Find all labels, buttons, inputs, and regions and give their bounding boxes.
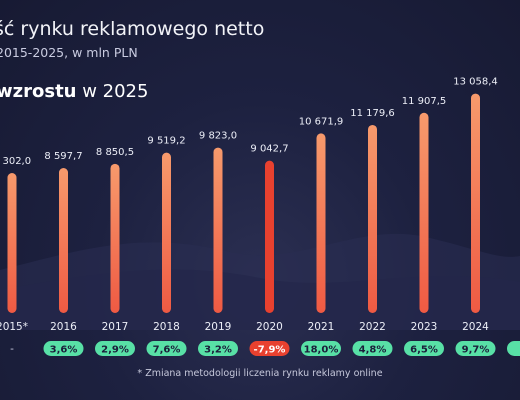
growth-label: - bbox=[10, 343, 14, 355]
growth-badge bbox=[43, 341, 84, 356]
x-tick-label: 2019 bbox=[205, 321, 232, 333]
footnote: * Zmiana metodologii liczenia rynku rekl… bbox=[137, 368, 383, 379]
growth-label: 7,6% bbox=[153, 345, 181, 356]
growth-label: 4,8% bbox=[359, 345, 387, 356]
bar bbox=[7, 173, 17, 313]
bar bbox=[59, 168, 68, 313]
x-tick-label: 2020 bbox=[256, 321, 283, 333]
growth-label: 9,7% bbox=[462, 345, 490, 356]
headline-rest: w 2025 bbox=[76, 81, 149, 102]
growth-label: 2,9% bbox=[101, 345, 129, 356]
growth-badge bbox=[507, 341, 520, 356]
x-tick-label: 2017 bbox=[102, 321, 129, 333]
value-label: 9 042,7 bbox=[250, 144, 288, 155]
x-tick-label: 2024 bbox=[462, 321, 489, 333]
growth-badge bbox=[95, 341, 135, 356]
growth-badge bbox=[352, 341, 393, 356]
value-label: 10 671,9 bbox=[299, 116, 344, 127]
chart-title: ść rynku reklamowego netto bbox=[0, 18, 265, 40]
bar bbox=[265, 160, 274, 313]
x-tick-label: 2023 bbox=[411, 321, 438, 333]
value-label: 8 597,7 bbox=[44, 151, 82, 162]
bar bbox=[110, 163, 120, 313]
value-label: 8 850,5 bbox=[96, 147, 134, 158]
growth-badge bbox=[198, 341, 238, 356]
growth-badge bbox=[301, 341, 341, 356]
growth-badge bbox=[249, 341, 290, 356]
value-label: 13 058,4 bbox=[453, 77, 498, 88]
bar bbox=[471, 93, 480, 314]
x-tick-label: 2021 bbox=[308, 321, 335, 333]
growth-label: 18,0% bbox=[304, 345, 339, 356]
bar bbox=[316, 133, 326, 313]
bar bbox=[162, 152, 171, 313]
x-tick-label: 2022 bbox=[359, 321, 386, 333]
growth-badge bbox=[455, 341, 496, 356]
bar bbox=[419, 112, 429, 313]
growth-badge bbox=[146, 341, 187, 356]
growth-label: 6,5% bbox=[410, 345, 438, 356]
growth-label: 3,2% bbox=[204, 345, 232, 356]
headline-bold: wzrostu bbox=[0, 81, 77, 102]
bar bbox=[213, 147, 223, 313]
x-tick-label: 2015* bbox=[0, 321, 28, 333]
growth-headline: wzrostu w 2025 bbox=[0, 81, 148, 102]
background-hills bbox=[0, 233, 520, 330]
value-label: 9 823,0 bbox=[199, 131, 237, 142]
bar bbox=[368, 124, 377, 313]
chart-subtitle: 2015-2025, w mln PLN bbox=[0, 45, 138, 60]
value-label: 11 907,5 bbox=[402, 96, 447, 107]
growth-badge bbox=[404, 341, 444, 356]
growth-label: 3,6% bbox=[50, 345, 78, 356]
growth-label: -7,9% bbox=[254, 345, 286, 356]
value-label: 11 179,6 bbox=[350, 108, 395, 119]
value-label: 9 519,2 bbox=[147, 136, 185, 147]
value-label: 8 302,0 bbox=[0, 156, 31, 167]
x-tick-label: 2016 bbox=[50, 321, 77, 333]
x-tick-label: 2018 bbox=[153, 321, 180, 333]
